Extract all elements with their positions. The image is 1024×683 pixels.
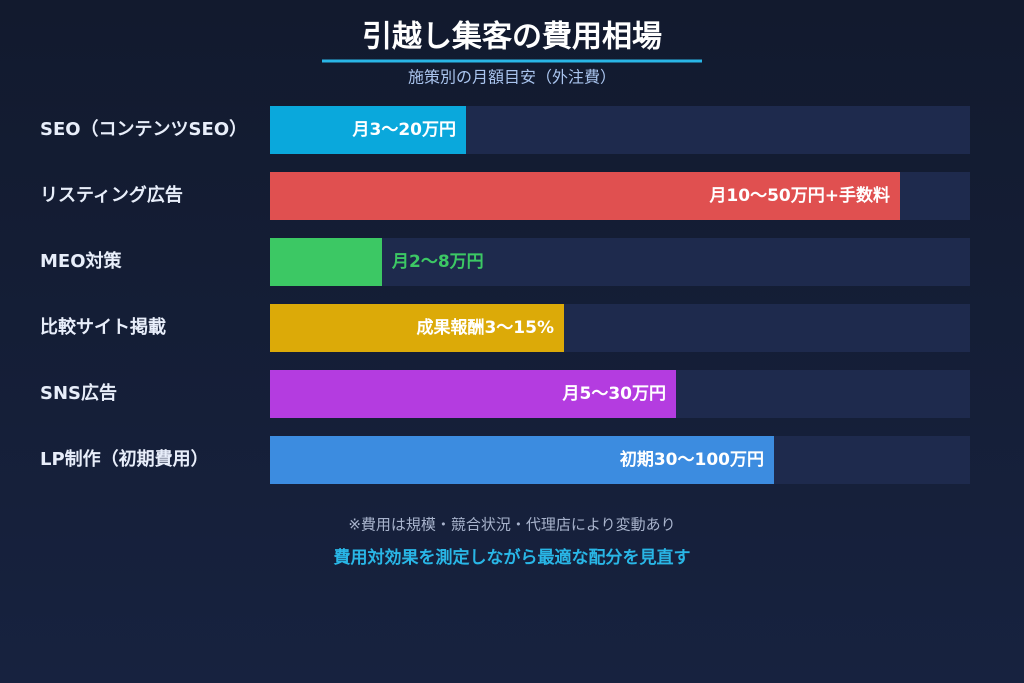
category-label: SNS広告 <box>40 382 117 404</box>
bar-track <box>270 238 970 286</box>
bar <box>270 436 774 484</box>
footnote: ※費用は規模・競合状況・代理店により変動あり <box>348 516 675 534</box>
bar <box>270 238 382 286</box>
category-label: MEO対策 <box>40 250 123 272</box>
bar-label: 成果報酬3〜15% <box>416 317 554 338</box>
bar <box>270 106 466 154</box>
conclusion: 費用対効果を測定しながら最適な配分を見直す <box>334 547 691 568</box>
chart-title: 引越し集客の費用相場 <box>362 20 662 55</box>
category-label: リスティング広告 <box>40 184 183 206</box>
bar-label: 初期30〜100万円 <box>620 449 764 470</box>
category-label: SEO（コンテンツSEO） <box>40 119 247 140</box>
category-label: LP制作（初期費用） <box>40 448 209 470</box>
bar <box>270 172 900 220</box>
bar-label: 月5〜30万円 <box>562 384 667 404</box>
bar-label: 月10〜50万円+手数料 <box>708 185 890 206</box>
bar-label: 月3〜20万円 <box>352 120 457 140</box>
bar <box>270 370 676 418</box>
category-label: 比較サイト掲載 <box>40 316 166 338</box>
bar <box>270 304 564 352</box>
subtitle: 施策別の月額目安（外注費） <box>408 68 616 87</box>
bar-label: 月2〜8万円 <box>391 252 484 272</box>
